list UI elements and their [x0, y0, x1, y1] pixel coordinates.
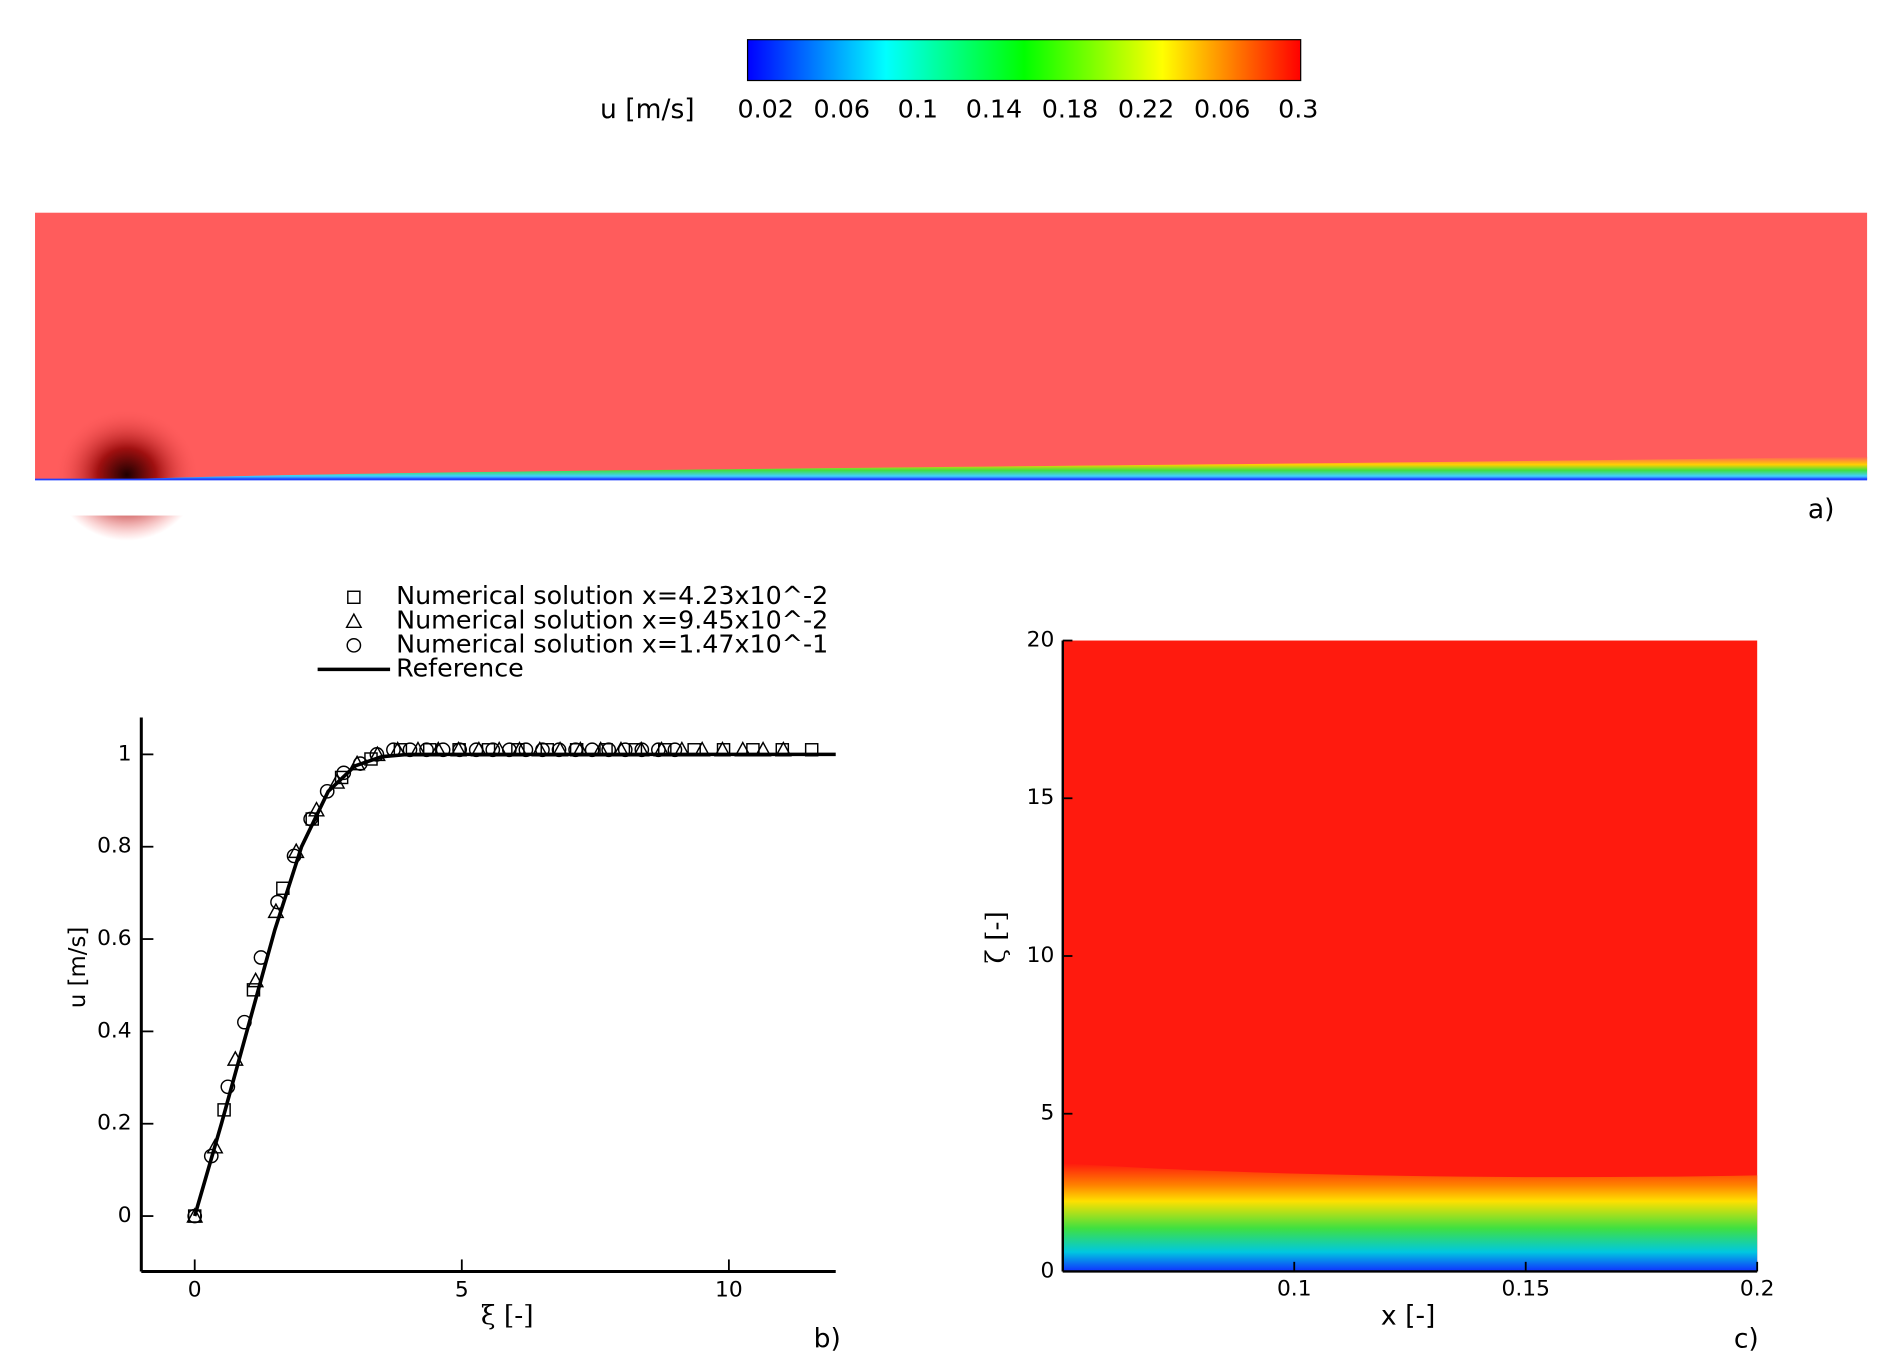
colorbar-title: u [m/s]	[600, 94, 695, 125]
circle-marker	[369, 747, 385, 762]
circle-marker	[651, 742, 666, 758]
y-tick-label: 5	[1040, 1101, 1054, 1126]
circle-marker	[634, 742, 650, 758]
circle-marker	[220, 1079, 236, 1095]
circle-marker	[336, 765, 352, 781]
y-axis-label: u [m/s]	[65, 927, 91, 1008]
y-axis-label: ζ [-]	[981, 911, 1012, 963]
circle-marker	[346, 638, 362, 653]
circle-marker	[568, 742, 583, 758]
circle-marker	[485, 742, 501, 758]
boundary-layer	[118, 456, 1868, 480]
colorbar-tick-label: 0.22	[1118, 95, 1174, 124]
velocity-field	[35, 212, 1868, 480]
x-axis-label: x [-]	[1381, 1301, 1435, 1332]
circle-marker	[601, 742, 617, 758]
y-tick-label: 0.6	[97, 926, 132, 951]
circle-marker	[551, 742, 567, 758]
legend-label: Numerical solution x=9.45x10^-2	[396, 605, 828, 634]
circle-marker	[667, 742, 683, 758]
reference-line	[192, 752, 836, 1217]
x-axis-label: ξ [-]	[481, 1300, 534, 1331]
legend-label: Numerical solution x=4.23x10^-2	[396, 581, 828, 610]
y-tick-label: 0	[118, 1203, 132, 1228]
circle-marker	[319, 783, 335, 799]
circle-marker	[468, 742, 484, 758]
y-tick-label: 20	[1027, 628, 1055, 653]
colorbar-tick-label: 0.02	[737, 95, 793, 124]
colorbar-tick-label: 0.06	[1194, 95, 1250, 124]
y-tick-label: 0.2	[97, 1111, 132, 1136]
circle-marker	[402, 742, 418, 758]
panel-label: b)	[814, 1323, 841, 1354]
stagnation-region	[54, 408, 200, 541]
circle-marker	[518, 742, 534, 758]
legend-label: Reference	[396, 653, 524, 682]
circle-marker	[584, 742, 600, 758]
y-tick-label: 10	[1027, 943, 1055, 968]
y-tick-label: 15	[1027, 785, 1055, 810]
colorbar-tick-label: 0.06	[814, 95, 870, 124]
x-tick-label: 0.2	[1740, 1277, 1775, 1302]
circle-marker	[286, 848, 302, 864]
panel-label: c)	[1734, 1323, 1759, 1354]
x-tick-label: 10	[715, 1278, 743, 1303]
circle-marker	[617, 742, 633, 758]
y-tick-label: 0	[1040, 1258, 1054, 1283]
x-tick-label: 0.15	[1502, 1277, 1550, 1302]
circle-marker	[535, 742, 550, 758]
x-tick-label: 0	[188, 1278, 202, 1303]
boundary-layer	[1062, 1163, 1758, 1272]
colorbar	[746, 39, 1302, 82]
x-tick-label: 5	[455, 1278, 469, 1303]
y-tick-label: 0.4	[97, 1018, 132, 1043]
circle-marker	[452, 742, 468, 758]
colorbar-tick-label: 0.18	[1042, 95, 1098, 124]
contour-field	[1062, 640, 1758, 1272]
panel-label: a)	[1808, 494, 1835, 525]
circle-marker	[435, 742, 451, 758]
circle-marker	[419, 742, 434, 758]
square-marker	[347, 590, 361, 605]
x-tick-label: 0.1	[1277, 1277, 1312, 1302]
colorbar-tick-label: 0.3	[1278, 95, 1318, 124]
field-mask	[35, 479, 1871, 516]
y-tick-label: 0.8	[97, 834, 132, 859]
colorbar-tick-label: 0.1	[898, 95, 938, 124]
legend-label: Numerical solution x=1.47x10^-1	[396, 629, 828, 658]
colorbar-tick-label: 0.14	[966, 95, 1022, 124]
triangle-marker	[206, 1138, 224, 1154]
triangle-marker	[345, 612, 363, 629]
circle-marker	[501, 742, 517, 758]
circle-marker	[187, 1208, 203, 1224]
y-tick-label: 1	[118, 741, 132, 766]
